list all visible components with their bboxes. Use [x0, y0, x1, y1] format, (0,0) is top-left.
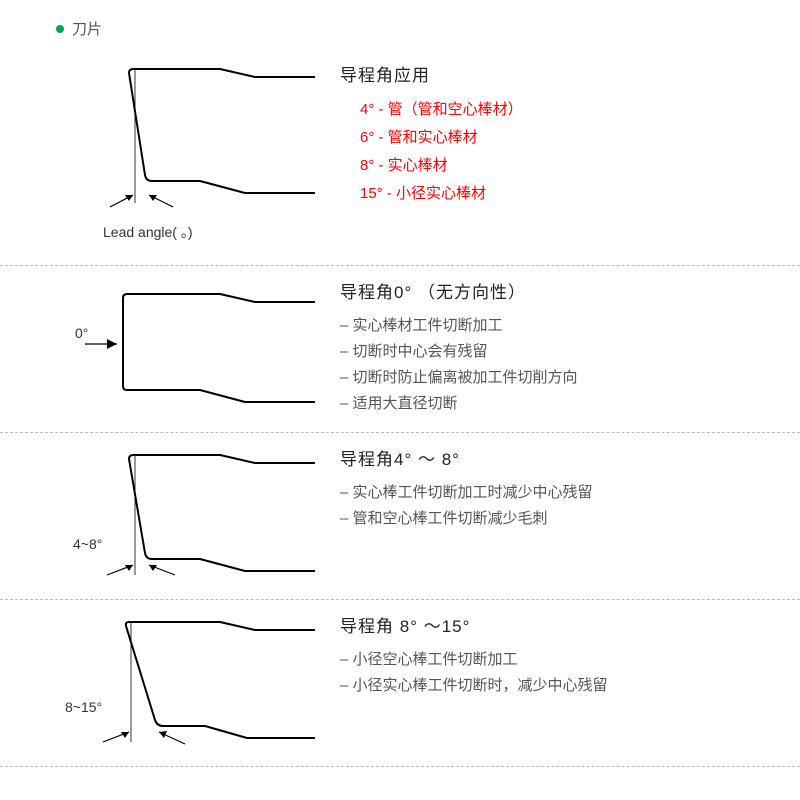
lead-angle-diagram-mid: 4~8°: [55, 441, 315, 591]
desc-line: – 实心棒材工件切断加工: [340, 313, 760, 339]
text-angle0: 导程角0° （无方向性） – 实心棒材工件切断加工 – 切断时中心会有残留 – …: [330, 274, 760, 424]
diagram-label: Lead angle( 。): [103, 224, 193, 240]
lead-angle-diagram-high: 8~15°: [55, 608, 315, 758]
header-title: 刀片: [72, 18, 102, 39]
diagram-label: 8~15°: [65, 699, 102, 715]
section-angle0: 0° 导程角0° （无方向性） – 实心棒材工件切断加工 – 切断时中心会有残留…: [0, 266, 800, 433]
section-title: 导程角0° （无方向性）: [340, 278, 760, 303]
lead-angle-diagram-0: 0°: [55, 274, 315, 424]
section-title: 导程角4° ～ 8°: [340, 445, 760, 470]
red-line: 6° - 管和实心棒材: [340, 124, 760, 152]
diagram-label: 4~8°: [73, 536, 102, 552]
diagram-angle8-15: 8~15°: [40, 608, 330, 758]
lead-angle-diagram-generic: Lead angle( 。): [55, 57, 315, 257]
section-angle4-8: 4~8° 导程角4° ～ 8° – 实心棒工件切断加工时减少中心残留 – 管和空…: [0, 433, 800, 600]
section-title: 导程角 8° ～15°: [340, 612, 760, 637]
section-angle8-15: 8~15° 导程角 8° ～15° – 小径空心棒工件切断加工 – 小径实心棒工…: [0, 600, 800, 767]
diagram-intro: Lead angle( 。): [40, 57, 330, 257]
desc-line: – 管和空心棒工件切断减少毛刺: [340, 506, 760, 532]
red-line: 4° - 管（管和空心棒材）: [340, 96, 760, 124]
bullet-icon: [56, 25, 64, 33]
text-angle8-15: 导程角 8° ～15° – 小径空心棒工件切断加工 – 小径实心棒工件切断时，减…: [330, 608, 760, 758]
red-line: 15° - 小径实心棒材: [340, 180, 760, 208]
desc-line: – 小径空心棒工件切断加工: [340, 647, 760, 673]
text-intro: 导程角应用 4° - 管（管和空心棒材） 6° - 管和实心棒材 8° - 实心…: [330, 57, 760, 257]
red-line: 8° - 实心棒材: [340, 152, 760, 180]
page-header: 刀片: [0, 18, 800, 39]
desc-line: – 实心棒工件切断加工时减少中心残留: [340, 480, 760, 506]
diagram-angle0: 0°: [40, 274, 330, 424]
section-title: 导程角应用: [340, 61, 760, 86]
desc-line: – 切断时中心会有残留: [340, 339, 760, 365]
desc-line: – 切断时防止偏离被加工件切削方向: [340, 365, 760, 391]
desc-line: – 适用大直径切断: [340, 391, 760, 417]
text-angle4-8: 导程角4° ～ 8° – 实心棒工件切断加工时减少中心残留 – 管和空心棒工件切…: [330, 441, 760, 591]
section-intro: Lead angle( 。) 导程角应用 4° - 管（管和空心棒材） 6° -…: [0, 49, 800, 266]
desc-line: – 小径实心棒工件切断时，减少中心残留: [340, 673, 760, 699]
diagram-angle4-8: 4~8°: [40, 441, 330, 591]
diagram-label: 0°: [75, 325, 88, 341]
